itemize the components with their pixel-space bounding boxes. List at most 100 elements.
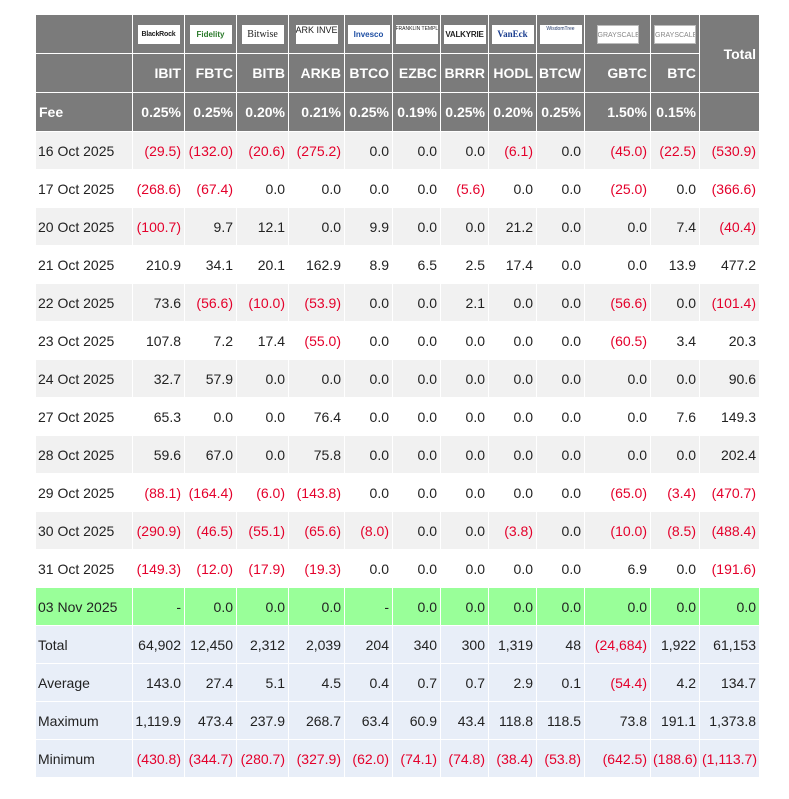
flow-cell-gbtc: 0.0 [584, 207, 651, 246]
table-header: BlackRock Fidelity Bitwise ARK INVEST Invesc… [35, 14, 760, 132]
flow-cell-fbtc: 67.0 [184, 435, 237, 474]
ticker-header-btc: BTC [650, 53, 700, 93]
fee-label: Fee [35, 92, 133, 132]
flow-cell-btc: 1,922 [650, 625, 700, 664]
flow-cell-brrr: 2.5 [440, 245, 489, 284]
flow-cell-hodl: 0.0 [488, 473, 537, 512]
flow-cell-brrr: 0.0 [440, 435, 489, 474]
flow-cell-ezbc: 0.0 [392, 473, 441, 512]
flow-cell-btc: 7.4 [650, 207, 700, 246]
flow-cell-brrr: (74.8) [440, 739, 489, 778]
flow-cell-brrr: 0.0 [440, 397, 489, 436]
flow-cell-ezbc: 0.0 [392, 435, 441, 474]
valkyrie-logo-icon: VALKYRIE [443, 24, 486, 44]
flow-cell-ibit: - [132, 587, 185, 626]
flow-cell-ibit: (100.7) [132, 207, 185, 246]
flow-cell-btc: (8.5) [650, 511, 700, 550]
flow-cell-brrr: 0.0 [440, 321, 489, 360]
ticker-header-btco: BTCO [344, 53, 393, 93]
flow-cell-brrr: 0.0 [440, 359, 489, 398]
flow-cell-btc: 0.0 [650, 169, 700, 208]
flow-cell-btc: 4.2 [650, 663, 700, 702]
grayscale-logo-icon: GRAYSCALE [596, 24, 639, 44]
flow-cell-hodl: 0.0 [488, 587, 537, 626]
flow-cell-btco: 0.0 [344, 131, 393, 170]
logo-cell-gbtc: GRAYSCALE [584, 14, 651, 54]
flow-cell-btc: 0.0 [650, 359, 700, 398]
flow-cell-btco: 9.9 [344, 207, 393, 246]
flow-cell-btco: 0.0 [344, 397, 393, 436]
flow-cell-btco: 63.4 [344, 701, 393, 740]
flow-cell-ibit: (149.3) [132, 549, 185, 588]
row-total: 149.3 [699, 397, 760, 436]
flow-cell-bitb: (280.7) [236, 739, 289, 778]
row-label: 23 Oct 2025 [35, 321, 133, 360]
logo-cell-brrr: VALKYRIE [440, 14, 489, 54]
ticker-header-btcw: BTCW [536, 53, 585, 93]
logo-cell-bitb: Bitwise [236, 14, 289, 54]
row-label: Minimum [35, 739, 133, 778]
flow-cell-btc: 13.9 [650, 245, 700, 284]
fee-ibit: 0.25% [132, 92, 185, 132]
flow-cell-ezbc: 0.0 [392, 283, 441, 322]
row-label: Average [35, 663, 133, 702]
table-row: 22 Oct 2025 73.6 (56.6) (10.0) (53.9) 0.0 0.0 2… [35, 283, 760, 322]
row-label: Total [35, 625, 133, 664]
flow-cell-btcw: 0.0 [536, 359, 585, 398]
flow-cell-arkb: (327.9) [288, 739, 345, 778]
flow-cell-ezbc: 0.0 [392, 207, 441, 246]
flow-cell-ibit: 32.7 [132, 359, 185, 398]
row-label: 03 Nov 2025 [35, 587, 133, 626]
flow-cell-btc: 3.4 [650, 321, 700, 360]
flow-cell-btcw: 0.0 [536, 283, 585, 322]
logo-cell-ezbc: FRANKLIN TEMPLETON [392, 14, 441, 54]
flow-cell-arkb: 0.0 [288, 587, 345, 626]
row-total: 477.2 [699, 245, 760, 284]
flow-cell-btcw: 0.0 [536, 511, 585, 550]
fee-ezbc: 0.19% [392, 92, 441, 132]
flow-cell-arkb: (275.2) [288, 131, 345, 170]
flow-cell-gbtc: 6.9 [584, 549, 651, 588]
flow-cell-btcw: 0.0 [536, 169, 585, 208]
flow-cell-btco: 8.9 [344, 245, 393, 284]
flow-cell-btcw: 0.0 [536, 549, 585, 588]
logo-cell-btcw: WisdomTree [536, 14, 585, 54]
flow-cell-fbtc: 9.7 [184, 207, 237, 246]
fee-gbtc: 1.50% [584, 92, 651, 132]
fee-btco: 0.25% [344, 92, 393, 132]
flow-cell-ibit: 59.6 [132, 435, 185, 474]
flow-cell-ezbc: (74.1) [392, 739, 441, 778]
flow-cell-btcw: 0.0 [536, 435, 585, 474]
flow-cell-gbtc: (25.0) [584, 169, 651, 208]
fee-bitb: 0.20% [236, 92, 289, 132]
logo-cell-arkb: ARK INVEST [288, 14, 345, 54]
flow-cell-brrr: 0.0 [440, 587, 489, 626]
etf-flow-table-container: BlackRock Fidelity Bitwise ARK INVEST Invesc… [35, 14, 760, 778]
flow-cell-btcw: 0.1 [536, 663, 585, 702]
row-total: (488.4) [699, 511, 760, 550]
flow-cell-ibit: 143.0 [132, 663, 185, 702]
row-total: (40.4) [699, 207, 760, 246]
flow-cell-gbtc: 0.0 [584, 397, 651, 436]
flow-cell-brrr: 0.0 [440, 549, 489, 588]
flow-cell-fbtc: (67.4) [184, 169, 237, 208]
flow-cell-gbtc: (45.0) [584, 131, 651, 170]
flow-cell-ibit: 107.8 [132, 321, 185, 360]
row-label: 28 Oct 2025 [35, 435, 133, 474]
row-total: (101.4) [699, 283, 760, 322]
ticker-blank-cell [35, 53, 133, 93]
flow-cell-fbtc: 34.1 [184, 245, 237, 284]
flow-cell-btc: 0.0 [650, 283, 700, 322]
flow-cell-arkb: (55.0) [288, 321, 345, 360]
flow-cell-bitb: (6.0) [236, 473, 289, 512]
fee-btcw: 0.25% [536, 92, 585, 132]
flow-cell-ezbc: 0.0 [392, 131, 441, 170]
flow-cell-hodl: 2.9 [488, 663, 537, 702]
flow-cell-fbtc: 0.0 [184, 397, 237, 436]
flow-cell-arkb: 4.5 [288, 663, 345, 702]
ticker-header-ibit: IBIT [132, 53, 185, 93]
flow-cell-btcw: 0.0 [536, 245, 585, 284]
flow-cell-brrr: 0.0 [440, 207, 489, 246]
flow-cell-arkb: 75.8 [288, 435, 345, 474]
flow-cell-hodl: 0.0 [488, 169, 537, 208]
